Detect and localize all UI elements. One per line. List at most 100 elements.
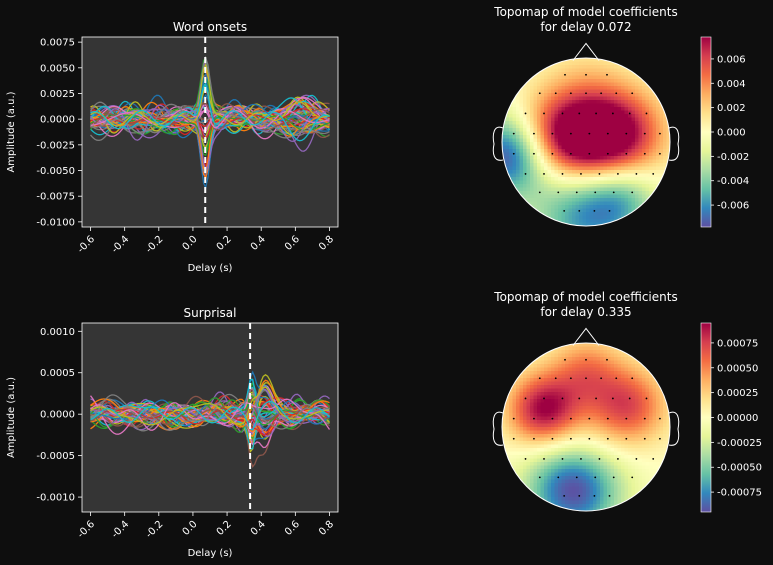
- plot-title: Word onsets: [173, 20, 247, 34]
- channel-line: [90, 387, 330, 431]
- sensor-dot: [512, 437, 515, 440]
- y-tick-label: -0.0010: [36, 493, 75, 504]
- sensor-dot: [578, 397, 581, 400]
- sensor-group: [512, 358, 661, 497]
- colorbar: [700, 36, 712, 228]
- channel-line: [90, 398, 331, 431]
- sensor-dot: [512, 152, 515, 155]
- sensor-dot: [595, 112, 597, 115]
- sensor-dot: [561, 458, 564, 460]
- head-outline: [501, 57, 671, 227]
- right-ear-outline: [668, 411, 680, 446]
- sensor-dot: [551, 437, 554, 440]
- y-tick-label: 0.0005: [40, 368, 75, 379]
- sensor-dot: [569, 437, 572, 440]
- colorbar-tick-label: 0.006: [717, 54, 746, 65]
- colorbar-tick-label: -0.002: [717, 152, 749, 163]
- sensor-dot: [606, 132, 609, 135]
- sensor-dot: [631, 191, 634, 194]
- series-group: [89, 55, 331, 190]
- sensor-dot: [561, 112, 564, 115]
- y-tick-label: 0.0010: [40, 327, 75, 338]
- sensor-dot: [593, 494, 596, 497]
- sensor-dot: [561, 173, 564, 175]
- colorbar: [700, 322, 712, 513]
- sensor-dot: [543, 458, 545, 460]
- sensor-dot: [533, 152, 535, 155]
- channel-line: [90, 84, 330, 142]
- sensor-dot: [563, 494, 566, 497]
- channel-line: [90, 97, 330, 173]
- y-tick-label: 0.0050: [40, 63, 75, 74]
- y-tick-label: -0.0075: [36, 192, 75, 203]
- sensor-dot: [606, 73, 608, 76]
- topomap-title: Topomap of model coefficients for delay 0…: [493, 290, 677, 319]
- sensor-dot: [625, 152, 628, 155]
- plot-frame: [81, 36, 339, 228]
- sensor-dot: [659, 132, 661, 135]
- sensor-dot: [631, 476, 634, 479]
- sensor-dot: [643, 417, 646, 420]
- y-tick-label: 0.0000: [40, 115, 75, 126]
- sensor-dot: [645, 112, 648, 115]
- sensor-dot: [594, 476, 597, 479]
- channel-line: [90, 400, 330, 431]
- sensor-dot: [538, 476, 541, 479]
- sensor-dot: [543, 397, 545, 400]
- colorbar-tick-label: 0.00025: [717, 388, 758, 399]
- colorbar-tick-label: 0.00000: [717, 413, 758, 424]
- sensor-dot: [606, 152, 609, 155]
- sensor-dot: [585, 92, 587, 95]
- sensor-dot: [659, 152, 661, 155]
- sensor-dot: [625, 132, 628, 135]
- sensor-dot: [593, 209, 596, 212]
- sensor-dot: [628, 397, 631, 400]
- y-tick-label: 0.0025: [40, 89, 75, 100]
- sensor-dot: [557, 476, 560, 479]
- channel-line: [90, 386, 330, 426]
- colorbar-tick-label: 0.000: [717, 128, 746, 139]
- colorbar-tick-label: -0.00075: [717, 488, 762, 499]
- sensor-dot: [585, 73, 587, 76]
- sensor-dot: [652, 173, 655, 175]
- y-axis-label: Amplitude (a.u.): [6, 91, 17, 172]
- sensor-dot: [600, 92, 603, 95]
- sensor-dot: [580, 173, 582, 175]
- sensor-dot: [625, 417, 628, 420]
- sensor-dot: [608, 494, 611, 497]
- sensor-dot: [524, 458, 527, 460]
- nose-outline: [572, 327, 600, 346]
- y-tick-label: -0.0025: [36, 140, 75, 151]
- sensor-dot: [569, 377, 572, 380]
- sensor-dot: [606, 417, 609, 420]
- sensor-dot: [645, 397, 648, 400]
- sensor-dot: [578, 494, 581, 497]
- sensor-dot: [564, 73, 566, 76]
- sensor-dot: [588, 132, 591, 135]
- sensor-dot: [569, 417, 572, 420]
- colorbar-tick-label: -0.00025: [717, 438, 762, 449]
- sensor-dot: [588, 417, 591, 420]
- x-axis-label: Delay (s): [188, 263, 233, 274]
- sensor-dot: [625, 437, 628, 440]
- sensor-dot: [631, 377, 634, 380]
- colorbar-tick-label: 0.004: [717, 79, 746, 90]
- sensor-dot: [551, 132, 554, 135]
- colorbar-tick-label: -0.006: [717, 201, 749, 212]
- sensor-dot: [628, 112, 631, 115]
- sensor-dot: [612, 476, 615, 479]
- sensor-dot: [615, 92, 618, 95]
- colorbar-tick-label: 0.00050: [717, 363, 758, 374]
- sensor-dot: [551, 417, 554, 420]
- sensor-dot: [569, 152, 572, 155]
- colorbar-tick-label: -0.004: [717, 176, 749, 187]
- sensor-dot: [543, 173, 545, 175]
- sensor-dot: [533, 132, 535, 135]
- left-ear-outline: [492, 411, 504, 446]
- sensor-dot: [611, 112, 614, 115]
- sensor-dot: [512, 417, 515, 420]
- sensor-dot: [606, 437, 609, 440]
- sensor-dot: [578, 112, 581, 115]
- left-ear-outline: [492, 126, 504, 161]
- sensor-dot: [524, 112, 527, 115]
